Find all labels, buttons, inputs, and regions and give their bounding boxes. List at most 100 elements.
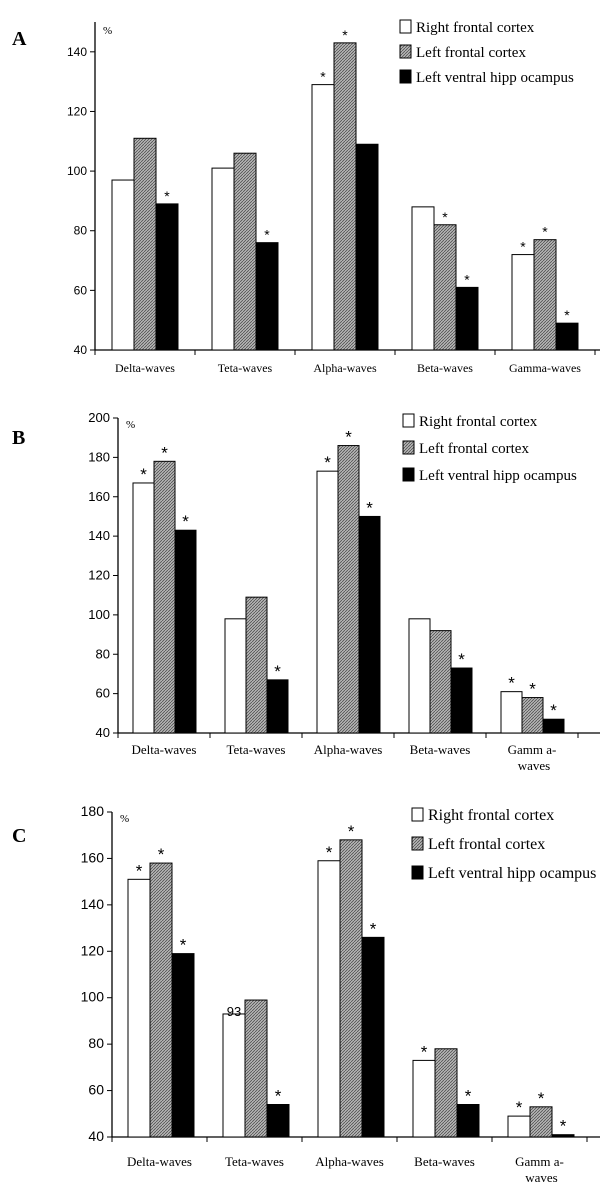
bar bbox=[511, 254, 535, 351]
significance-star: * bbox=[158, 845, 165, 864]
y-tick-label: 60 bbox=[88, 1082, 104, 1098]
y-tick-label: 80 bbox=[88, 1035, 104, 1051]
y-unit-label: % bbox=[120, 813, 129, 825]
bar bbox=[333, 42, 357, 351]
y-tick-label: 140 bbox=[67, 45, 87, 59]
y-unit-label: % bbox=[103, 25, 112, 37]
bar bbox=[233, 152, 257, 351]
significance-star: * bbox=[538, 1089, 545, 1108]
bar bbox=[174, 529, 197, 734]
y-tick-label: 140 bbox=[81, 896, 105, 912]
y-tick-label: 140 bbox=[88, 528, 110, 543]
legend-swatch bbox=[402, 467, 415, 482]
x-category-label: Alpha-waves bbox=[315, 1154, 384, 1169]
bar bbox=[311, 84, 335, 351]
legend-label: Right frontal cortex bbox=[428, 807, 554, 824]
significance-star: * bbox=[366, 498, 373, 517]
y-tick-label: 80 bbox=[96, 646, 110, 661]
bar bbox=[132, 482, 155, 734]
bar bbox=[153, 460, 176, 734]
y-tick-label: 120 bbox=[81, 942, 105, 958]
bar bbox=[521, 697, 544, 734]
legend-swatch bbox=[411, 865, 424, 880]
significance-star: * bbox=[180, 936, 187, 955]
y-tick-label: 100 bbox=[88, 607, 110, 622]
bar bbox=[411, 206, 435, 351]
bar bbox=[339, 839, 363, 1138]
legend-label: Left frontal cortex bbox=[416, 45, 526, 61]
significance-star: * bbox=[458, 650, 465, 669]
y-unit-label: % bbox=[126, 419, 135, 431]
significance-star: * bbox=[264, 227, 270, 243]
bar bbox=[408, 618, 431, 734]
legend-label: Left ventral hipp ocampus bbox=[416, 70, 574, 86]
significance-star: * bbox=[520, 239, 526, 255]
bar bbox=[222, 1013, 246, 1138]
bar bbox=[456, 1104, 480, 1138]
legend-swatch bbox=[399, 69, 412, 84]
significance-star: * bbox=[442, 209, 448, 225]
x-category-label: Delta-waves bbox=[132, 742, 197, 757]
significance-star: * bbox=[542, 224, 548, 240]
bar bbox=[111, 179, 135, 351]
significance-star: * bbox=[342, 27, 348, 43]
legend-label: Left frontal cortex bbox=[428, 836, 545, 853]
significance-star: * bbox=[516, 1098, 523, 1117]
x-category-label: Delta-waves bbox=[127, 1154, 192, 1169]
legend-label: Right frontal cortex bbox=[419, 414, 538, 430]
legend-label: Left ventral hipp ocampus bbox=[419, 468, 577, 484]
bar bbox=[455, 286, 479, 351]
legend-swatch bbox=[402, 413, 415, 428]
legend-swatch bbox=[402, 440, 415, 455]
significance-star: * bbox=[550, 701, 557, 720]
panel-label: A bbox=[12, 28, 27, 50]
y-tick-label: 160 bbox=[88, 489, 110, 504]
x-category-label: Alpha-waves bbox=[313, 361, 377, 375]
y-tick-label: 200 bbox=[88, 410, 110, 425]
chart-panel-a: A % 40 60 80 100 120 140 Delta-waves Teta-waves Al… bbox=[12, 19, 600, 375]
x-category-label: Delta-waves bbox=[115, 361, 175, 375]
bar bbox=[133, 137, 157, 351]
significance-star: * bbox=[345, 428, 352, 447]
bar bbox=[500, 691, 523, 734]
legend-label: Right frontal cortex bbox=[416, 20, 535, 36]
y-tick-label: 180 bbox=[88, 449, 110, 464]
bar bbox=[450, 667, 473, 734]
bar bbox=[355, 143, 379, 351]
bar bbox=[316, 470, 339, 734]
bar bbox=[155, 203, 179, 351]
bar bbox=[533, 239, 557, 351]
x-category-label: Teta-waves bbox=[225, 1154, 284, 1169]
significance-star: * bbox=[164, 188, 170, 204]
y-tick-label: 80 bbox=[74, 224, 88, 238]
bar bbox=[434, 1048, 458, 1138]
legend-swatch bbox=[399, 19, 412, 34]
bar bbox=[361, 936, 385, 1138]
x-category-label: Beta-waves bbox=[410, 742, 471, 757]
bar bbox=[412, 1059, 436, 1138]
significance-star: * bbox=[326, 843, 333, 862]
bar bbox=[429, 630, 452, 734]
significance-star: * bbox=[324, 453, 331, 472]
significance-star: * bbox=[508, 674, 515, 693]
chart-panel-c: C% 40 60 80 100 120 140 160 180 Delta-waves Teta-w… bbox=[12, 803, 600, 1185]
significance-star: * bbox=[136, 861, 143, 880]
significance-star: * bbox=[370, 919, 377, 938]
bar bbox=[433, 224, 457, 351]
y-tick-label: 160 bbox=[81, 849, 105, 865]
bar bbox=[149, 862, 173, 1138]
y-tick-label: 100 bbox=[67, 164, 87, 178]
significance-star: * bbox=[182, 512, 189, 531]
bar bbox=[555, 322, 579, 351]
bar bbox=[542, 718, 565, 734]
bar bbox=[529, 1106, 553, 1138]
significance-star: * bbox=[320, 69, 326, 85]
bar bbox=[224, 618, 247, 734]
bar-annotation: 93 bbox=[227, 1004, 241, 1019]
bar bbox=[317, 860, 341, 1138]
panel-label: B bbox=[12, 427, 25, 449]
y-tick-label: 40 bbox=[74, 343, 88, 357]
bar bbox=[127, 878, 151, 1138]
significance-star: * bbox=[275, 1087, 282, 1106]
